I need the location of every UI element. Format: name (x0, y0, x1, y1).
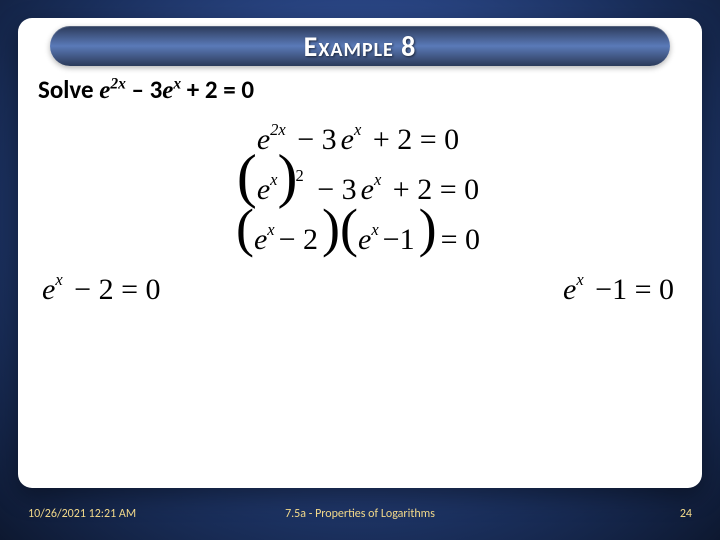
slide-title: Example 8 (304, 29, 417, 64)
problem-statement: Solve e2x – 3ex + 2 = 0 (38, 74, 682, 105)
slide-card: Example 8 Solve e2x – 3ex + 2 = 0 e2x − … (18, 18, 702, 488)
equation-step-4-left: ex − 2 = 0 (42, 273, 165, 307)
title-bar: Example 8 (50, 26, 670, 66)
equation-step-2: (ex)2 − 3ex + 2 = 0 (237, 173, 483, 207)
footer-section: 7.5a - Properties of Logarithms (285, 507, 435, 521)
equation-step-4-row: ex − 2 = 0 ex −1 = 0 (38, 273, 682, 307)
problem-prefix: Solve (38, 74, 99, 105)
equation-step-4-right: ex −1 = 0 (563, 273, 678, 307)
equation-step-3: (ex− 2)(ex−1)= 0 (236, 223, 484, 257)
footer-timestamp: 10/26/2021 12:21 AM (28, 507, 136, 521)
footer: 10/26/2021 12:21 AM 7.5a - Properties of… (0, 488, 720, 540)
footer-page: 24 (680, 507, 692, 521)
slide-content: Solve e2x – 3ex + 2 = 0 e2x − 3ex + 2 = … (38, 74, 682, 478)
work-area: e2x − 3ex + 2 = 0 (ex)2 − 3ex + 2 = 0 (e… (38, 123, 682, 307)
